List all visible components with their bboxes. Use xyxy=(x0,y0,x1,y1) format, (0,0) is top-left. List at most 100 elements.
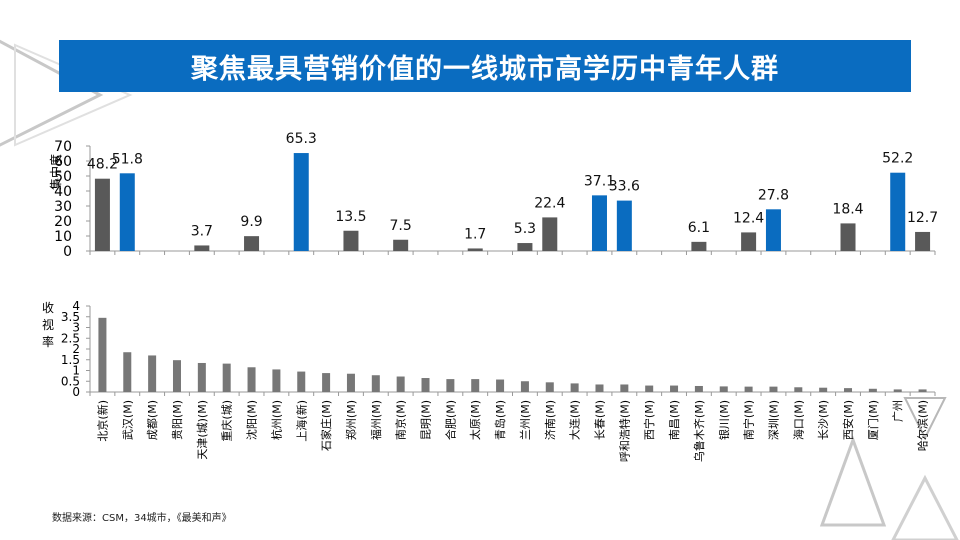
data-label: 5.3 xyxy=(514,221,536,237)
bar-深圳(M) xyxy=(769,386,778,392)
x-tick-label: 深圳(M) xyxy=(767,400,780,440)
bar-南昌(M) xyxy=(670,385,679,392)
data-label: 13.5 xyxy=(335,209,366,225)
bar-南宁(M) xyxy=(744,386,753,392)
data-label: 51.8 xyxy=(112,151,143,167)
y-axis-label: 率 xyxy=(42,334,54,349)
bar-兰州(M) xyxy=(517,243,533,251)
y-tick-label: 0.5 xyxy=(61,374,80,388)
bar-长沙(M) xyxy=(819,387,828,392)
bar-南京(M) xyxy=(393,239,409,251)
y-tick-label: 30 xyxy=(54,199,72,215)
bar-石家庄(M) xyxy=(322,373,331,392)
x-tick-label: 海口(M) xyxy=(791,400,805,440)
x-tick-label: 合肥(M) xyxy=(443,400,457,440)
bar-呼和浩特(M) xyxy=(620,384,629,392)
data-label: 7.5 xyxy=(390,218,412,234)
bar-太原(M) xyxy=(471,379,480,392)
y-tick-label: 4 xyxy=(72,299,80,313)
data-label: 33.6 xyxy=(609,179,640,195)
data-label: 12.4 xyxy=(733,210,764,226)
x-tick-label: 沈阳(M) xyxy=(245,400,259,440)
bar-郑州(M) xyxy=(343,230,359,251)
bar-广州 xyxy=(893,389,902,392)
bar-西宁(M) xyxy=(645,385,654,392)
bar-合肥(M) xyxy=(446,379,455,392)
data-label: 1.7 xyxy=(464,226,486,242)
x-tick-label: 武汉(M) xyxy=(121,400,134,440)
x-tick-label: 西宁(M) xyxy=(642,400,656,440)
x-tick-label: 重庆(城) xyxy=(220,400,234,442)
x-tick-label: 大连(M) xyxy=(568,400,582,440)
x-tick-label: 乌鲁木齐(M) xyxy=(692,400,706,462)
y-tick-label: 70 xyxy=(54,139,72,155)
x-tick-label: 南昌(M) xyxy=(668,400,681,440)
y-tick-label: 3.5 xyxy=(61,310,80,324)
y-tick-label: 1 xyxy=(72,364,80,378)
triangle-decoration xyxy=(819,435,887,527)
x-tick-label: 西安(M) xyxy=(841,400,855,440)
x-tick-label: 南宁(M) xyxy=(742,400,756,440)
x-tick-label: 兰州(M) xyxy=(519,400,532,440)
triangle-decoration xyxy=(903,397,947,441)
y-axis-label: 视 xyxy=(42,317,54,332)
x-tick-label: 长春(M) xyxy=(593,400,606,440)
data-label: 37.1 xyxy=(584,173,615,189)
bar-海口(M) xyxy=(794,387,803,392)
bar-济南(M) xyxy=(545,382,554,392)
y-tick-label: 1.5 xyxy=(61,353,80,367)
y-tick-label: 40 xyxy=(54,184,72,200)
bar-重庆(城) xyxy=(222,363,231,392)
x-tick-label: 济南(M) xyxy=(543,400,557,440)
y-tick-label: 2 xyxy=(72,342,80,356)
bar-天津(城)(M) xyxy=(197,362,206,392)
bar-武汉(M) xyxy=(123,352,132,392)
x-tick-label: 广州 xyxy=(892,400,905,422)
data-label: 9.9 xyxy=(240,214,262,230)
bar-银川(M) xyxy=(719,386,728,392)
bar-北京(新) xyxy=(94,178,110,251)
bar-杭州(M) xyxy=(272,369,281,392)
x-tick-label: 南京(M) xyxy=(394,400,408,440)
y-tick-label: 60 xyxy=(54,154,72,170)
x-tick-label: 上海(新) xyxy=(294,400,308,442)
bar-长春(M) xyxy=(595,384,604,392)
bar-大连(M) xyxy=(570,383,579,392)
bar-乌鲁木齐(M) xyxy=(694,385,703,392)
bar-天津(城)(M) xyxy=(194,245,210,251)
x-tick-label: 哈尔滨(M) xyxy=(916,400,930,451)
data-label: 3.7 xyxy=(191,223,213,239)
data-label: 18.4 xyxy=(832,201,863,217)
y-tick-label: 50 xyxy=(54,169,72,185)
bar-西安(M) xyxy=(844,388,853,392)
y-tick-label: 0 xyxy=(63,244,72,260)
x-tick-label: 北京(新) xyxy=(95,400,109,442)
bar-沈阳(M) xyxy=(244,236,260,251)
bar-郑州(M) xyxy=(346,373,355,392)
data-source-note: 数据来源：CSM，34城市，《最美和声》 xyxy=(52,513,232,524)
x-tick-label: 郑州(M) xyxy=(344,400,358,440)
bar-南京(M) xyxy=(396,376,405,392)
data-label: 12.7 xyxy=(907,210,938,226)
x-tick-label: 太原(M) xyxy=(469,400,482,440)
bar-昆明(M) xyxy=(421,378,430,392)
y-axis-label: 集中度 xyxy=(48,154,63,190)
bar-深圳(M) xyxy=(765,209,781,251)
x-tick-label: 成都(M) xyxy=(146,400,159,440)
bar-上海(新) xyxy=(293,153,309,251)
bar-北京(新) xyxy=(98,317,107,392)
y-tick-label: 0 xyxy=(72,385,80,399)
bar-长春(M) xyxy=(591,195,607,251)
x-tick-label: 贵阳(M) xyxy=(171,400,184,440)
y-tick-label: 10 xyxy=(54,229,72,245)
bar-成都(M) xyxy=(148,355,157,392)
x-tick-label: 长沙(M) xyxy=(817,400,830,440)
bar-兰州(M) xyxy=(520,381,529,392)
x-tick-label: 呼和浩特(M) xyxy=(617,400,631,462)
bar-济南(M) xyxy=(542,217,558,251)
bar-呼和浩特(M) xyxy=(616,200,632,251)
y-tick-label: 20 xyxy=(54,214,72,230)
data-label: 27.8 xyxy=(758,187,789,203)
